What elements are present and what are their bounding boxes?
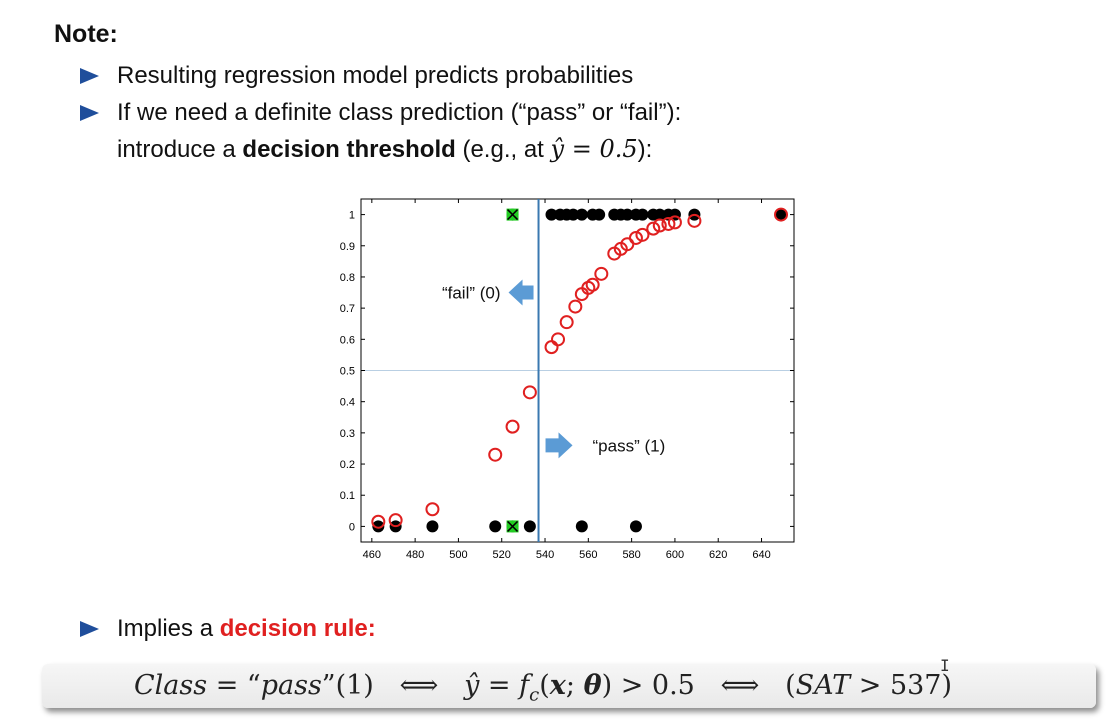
x-tick-label: 500 (449, 549, 467, 561)
decision-rule-box: Class = “pass”(1) ⟺ ŷ = fc(x; θ) > 0.5 ⟺… (42, 664, 1096, 708)
x-tick-label: 480 (406, 549, 424, 561)
pass-arrow-icon (545, 432, 573, 459)
bullet-text-pre: Implies a (117, 615, 220, 642)
x-tick-label: 600 (666, 549, 684, 561)
predicted-probability-point (568, 299, 583, 314)
predicted-probability-point (652, 218, 667, 233)
decision-rule-term: decision rule: (219, 615, 376, 642)
y-tick-label: 0.6 (340, 334, 355, 346)
predicted-probability-point (551, 332, 566, 347)
rule-eq1: = “ (207, 670, 261, 701)
rule-eq2: = (479, 670, 520, 701)
y-tick-label: 0.3 (340, 428, 355, 440)
observed-point (545, 208, 558, 221)
fail-arrow-icon (508, 279, 534, 306)
predicted-probability-point (488, 447, 503, 462)
y-tick-label: 0.5 (340, 366, 355, 378)
x-tick-label: 560 (579, 549, 597, 561)
rule-sat-open: ( (785, 670, 796, 701)
observed-point (426, 520, 439, 533)
rule-theta: θ (583, 670, 602, 701)
predicted-probability-point (646, 221, 661, 236)
y-tick-label: 0.2 (340, 459, 355, 471)
observed-point (775, 208, 788, 221)
observed-point (575, 520, 588, 533)
y-tick-label: 0.7 (340, 303, 355, 315)
predicted-probability-point (505, 419, 520, 434)
bullet-threshold-line: introduce a decision threshold (e.g., at… (117, 132, 652, 167)
predicted-probability-point (635, 227, 650, 242)
rule-yhat: ŷ (464, 670, 480, 701)
observed-point (523, 520, 536, 533)
rule-iff-1: ⟺ (399, 670, 439, 701)
rule-lp: ( (539, 670, 550, 701)
rule-sat-rest: > 537) (850, 670, 953, 701)
predicted-probability-point (522, 385, 537, 400)
observed-point (567, 208, 580, 221)
rule-iff-2: ⟺ (720, 670, 760, 701)
x-tick-label: 520 (493, 549, 511, 561)
x-tick-label: 640 (752, 549, 770, 561)
y-tick-label: 0 (349, 521, 355, 533)
bullet-text-end: ): (637, 136, 653, 163)
y-tick-label: 0.9 (340, 241, 355, 253)
rule-pass: pass (260, 670, 322, 701)
observed-point (593, 208, 606, 221)
observed-point (621, 208, 634, 221)
bullet-text: If we need a definite class prediction (… (117, 99, 682, 126)
predicted-probability-point (559, 315, 574, 330)
predicted-probability-point (425, 502, 440, 517)
predicted-probability-point (628, 230, 643, 245)
rule-sub-c: c (529, 684, 540, 706)
observed-point (629, 520, 642, 533)
misclassified-cross (507, 520, 519, 532)
rule-eq1b: ”(1) (321, 670, 374, 701)
bullet-triangle-icon (80, 105, 99, 121)
x-tick-label: 580 (622, 549, 640, 561)
observed-point (575, 208, 588, 221)
y-tick-label: 0.8 (340, 272, 355, 284)
rule-x: x (549, 670, 566, 701)
x-tick-label: 460 (363, 549, 381, 561)
predicted-probability-point (687, 213, 702, 228)
bullet-triangle-icon (80, 621, 99, 637)
bullet-text-pre: introduce a (117, 136, 243, 163)
bullet-text: Resulting regression model predicts prob… (117, 62, 634, 89)
predicted-probability-point (594, 266, 609, 281)
bullet-triangle-icon (80, 68, 99, 84)
y-tick-label: 1 (349, 210, 355, 222)
rule-sat: SAT (795, 670, 851, 701)
observed-point (489, 520, 502, 533)
pass-annotation: “pass” (1) (593, 436, 666, 455)
observed-point (636, 208, 649, 221)
predicted-probability-point (585, 277, 600, 292)
note-title: Note: (54, 20, 118, 48)
logistic-regression-chart: 460 480 500 520 540 560 580 600 620 640 0 0.1 0.2 0.3… (340, 198, 795, 561)
predicted-probability-point (388, 513, 403, 528)
fail-annotation: “fail” (0) (442, 284, 501, 303)
bullet-text: Implies a decision rule: (117, 612, 376, 646)
y-tick-label: 0.1 (340, 490, 355, 502)
decision-rule-formula: Class = “pass”(1) ⟺ ŷ = fc(x; θ) > 0.5 ⟺… (134, 666, 952, 715)
x-tick-label: 620 (709, 549, 727, 561)
observed-point (372, 520, 385, 533)
predicted-probability-point (371, 514, 386, 529)
decision-threshold-term: decision threshold (242, 136, 456, 163)
misclassified-cross (507, 209, 519, 221)
predicted-probability-point (774, 207, 789, 222)
x-tick-label: 540 (536, 549, 554, 561)
predicted-probability-point (661, 216, 676, 231)
rule-class: Class (134, 670, 208, 701)
text-cursor-icon: I (940, 656, 950, 675)
rule-semi: ; (565, 670, 584, 701)
threshold-math: ŷ = 0.5 (550, 135, 638, 163)
rule-rp: ) > 0.5 (601, 670, 695, 701)
rule-f: f (519, 670, 530, 701)
predicted-probability-point (667, 215, 682, 230)
observed-point (653, 208, 666, 221)
y-tick-label: 0.4 (340, 397, 355, 409)
bullet-text-post: (e.g., at (455, 136, 551, 163)
